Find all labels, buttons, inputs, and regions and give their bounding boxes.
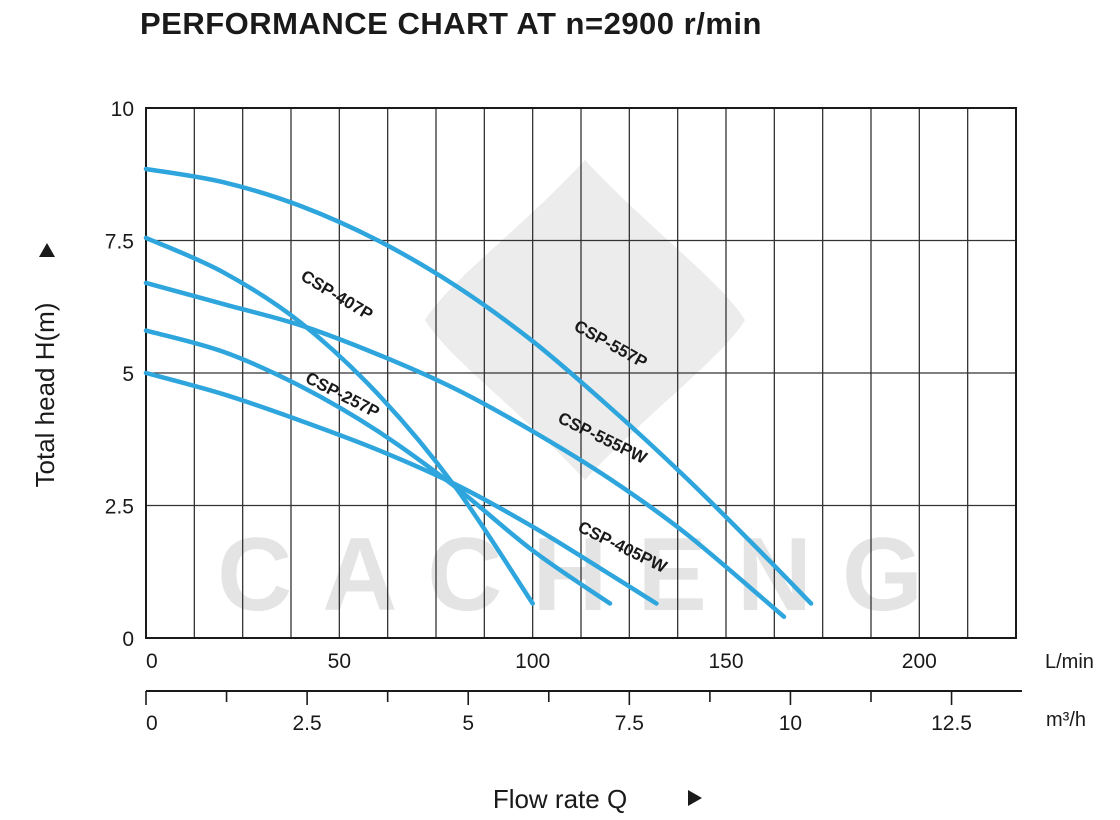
x-tick-label: 0: [146, 650, 158, 673]
x-axis-ticks: 0 50 100 150 200: [146, 650, 937, 673]
y-axis-arrow-icon: [39, 243, 55, 257]
series-lines: [143, 166, 814, 620]
y-axis-title: Total head H(m): [30, 243, 60, 487]
x-unit-lmin: L/min: [1045, 651, 1094, 673]
x2-tick-label: 5: [462, 712, 474, 735]
x-tick-label: 200: [902, 650, 937, 673]
y-axis-ticks: 0 2.5 5 7.5 10: [105, 98, 134, 651]
x-axis-title-text: Flow rate Q: [493, 784, 627, 814]
secondary-x-axis-ticks: 0 2.5 5 7.5 10 12.5: [145, 691, 972, 735]
series-line-csp-257p: [143, 328, 613, 606]
y-tick-label: 7.5: [105, 231, 134, 254]
series-line-csp-557p: [143, 166, 814, 606]
x-axis-arrow-icon: [688, 790, 702, 806]
x-tick-label: 150: [708, 650, 743, 673]
series-label-csp-407p: CSP-407P: [298, 266, 377, 324]
x-unit-m3h: m³/h: [1046, 709, 1086, 731]
grid: [146, 108, 1016, 638]
series-line-csp-555pw: [143, 280, 787, 620]
y-axis-title-text: Total head H(m): [30, 303, 60, 488]
y-tick-label: 5: [122, 363, 134, 386]
x2-tick-label: 12.5: [931, 712, 972, 735]
series-line-csp-405pw: [143, 370, 659, 606]
x-tick-label: 50: [328, 650, 351, 673]
x2-tick-label: 7.5: [615, 712, 644, 735]
y-tick-label: 10: [111, 98, 134, 121]
x2-tick-label: 0: [146, 712, 158, 735]
x2-tick-label: 2.5: [293, 712, 322, 735]
x-axis-title: Flow rate Q: [493, 784, 702, 814]
x2-tick-label: 10: [779, 712, 802, 735]
chart-title: PERFORMANCE CHART AT n=2900 r/min: [140, 6, 762, 41]
y-tick-label: 2.5: [105, 496, 134, 519]
x-tick-label: 100: [515, 650, 550, 673]
series-line-csp-407p: [143, 235, 535, 606]
y-tick-label: 0: [122, 628, 134, 651]
